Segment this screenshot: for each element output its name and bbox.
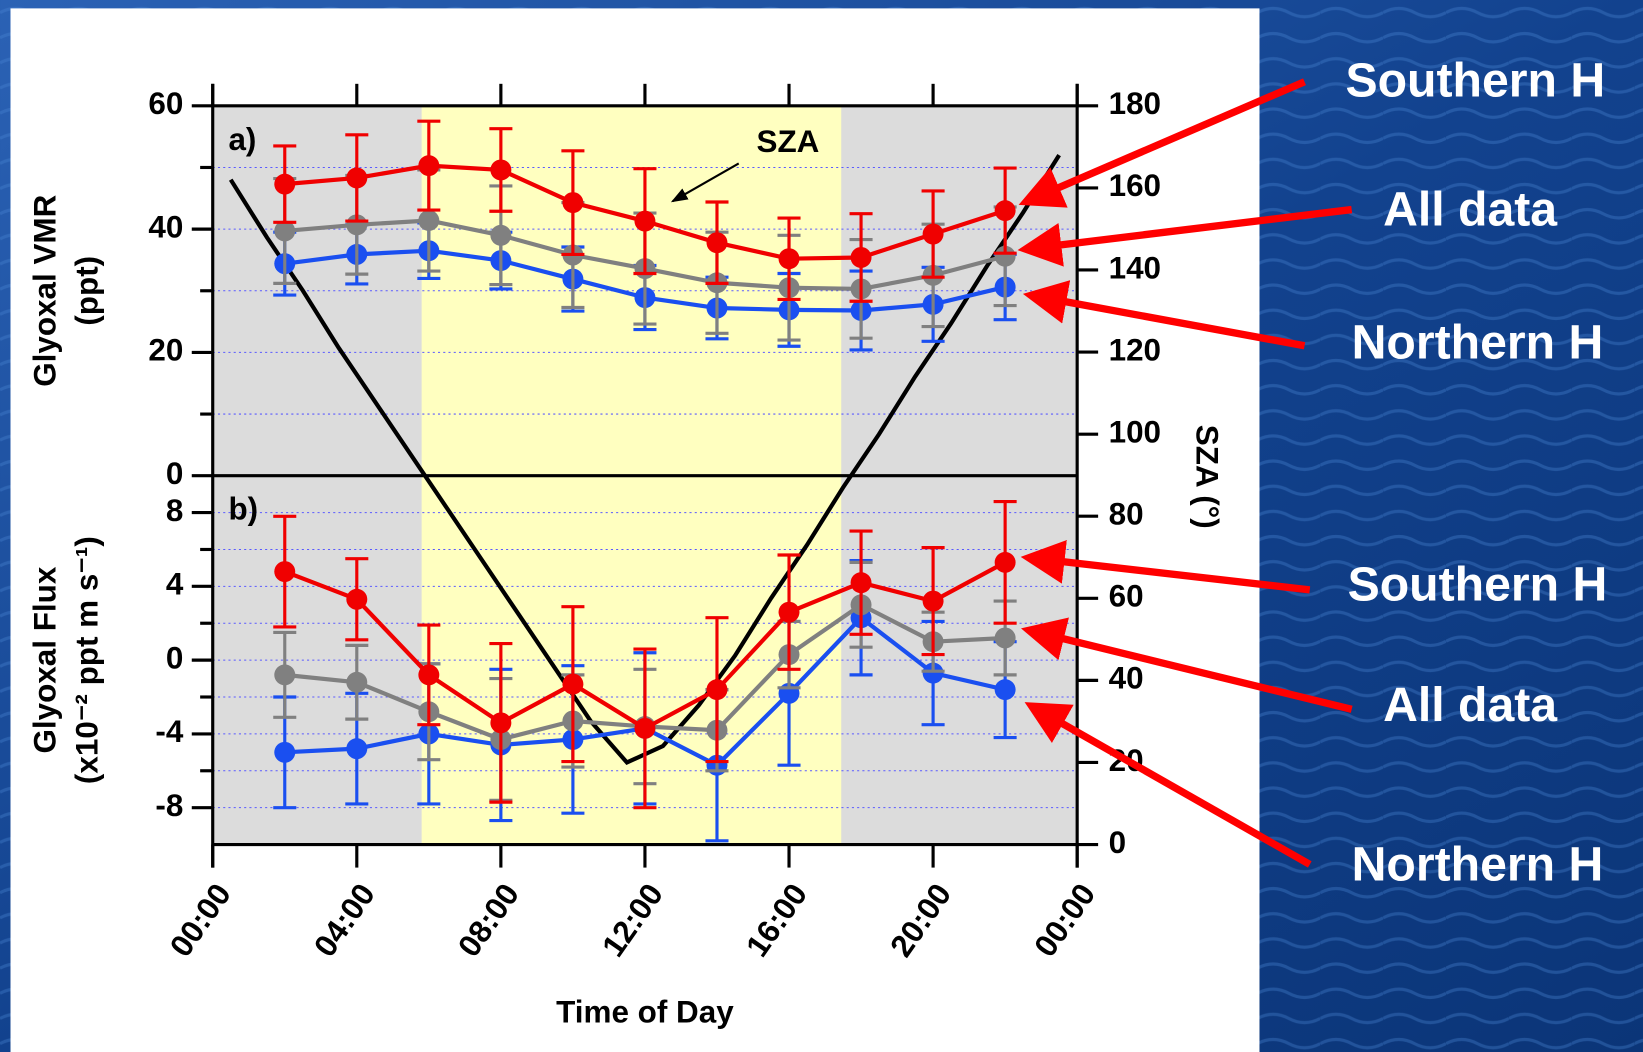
data-point: [274, 561, 296, 583]
data-point: [634, 717, 656, 739]
y-tick-label: 40: [148, 209, 183, 244]
annotation-arrow: [1022, 280, 1306, 350]
annotation: Northern H: [1352, 316, 1604, 370]
data-point: [634, 210, 656, 232]
annotation: All data: [1383, 678, 1558, 732]
data-point: [994, 200, 1016, 222]
y-axis-label: (x10⁻² ppt m s⁻¹): [69, 536, 104, 784]
data-point: [994, 627, 1016, 649]
data-point: [274, 664, 296, 686]
y2-tick-label: 60: [1109, 579, 1144, 614]
data-point: [994, 679, 1016, 701]
data-point: [490, 159, 512, 181]
data-point: [922, 223, 944, 245]
annotation-arrow: [1021, 617, 1353, 713]
annotation-arrow: [1018, 78, 1306, 208]
annotation: All data: [1383, 182, 1558, 236]
y-tick-label: -8: [155, 788, 183, 823]
y-tick-label: 60: [148, 86, 183, 121]
annotation: Southern H: [1345, 54, 1605, 108]
data-point: [922, 590, 944, 612]
data-point: [706, 232, 728, 254]
data-point: [490, 712, 512, 734]
y-tick-label: 8: [166, 493, 183, 528]
annotation-arrow: [1020, 539, 1311, 594]
daylight-shade: [421, 105, 842, 476]
data-point: [562, 192, 584, 214]
data-point: [346, 167, 368, 189]
data-point: [274, 741, 296, 763]
data-point: [850, 572, 872, 594]
data-point: [922, 662, 944, 684]
y2-axis-label: SZA (°): [1190, 425, 1225, 529]
y-tick-label: 0: [166, 456, 183, 491]
data-point: [418, 155, 440, 177]
y2-tick-label: 180: [1109, 86, 1161, 121]
y2-tick-label: 160: [1109, 168, 1161, 203]
sza-annotation: SZA: [757, 124, 820, 159]
data-point: [778, 601, 800, 623]
y2-tick-label: 0: [1109, 825, 1126, 860]
y2-tick-label: 140: [1109, 250, 1161, 285]
data-point: [994, 551, 1016, 573]
annotation: Northern H: [1352, 837, 1604, 891]
y2-tick-label: 100: [1109, 414, 1161, 449]
data-point: [346, 588, 368, 610]
y-tick-label: -4: [155, 714, 183, 749]
y-tick-label: 0: [166, 640, 183, 675]
y-axis-label: Glyoxal VMR: [27, 194, 62, 386]
y-tick-label: 20: [148, 333, 183, 368]
data-point: [274, 173, 296, 195]
annotation-arrow: [1024, 702, 1312, 868]
y-tick-label: 4: [166, 567, 184, 602]
data-point: [418, 210, 440, 231]
y-axis-label: (ppt): [69, 256, 104, 326]
data-point: [994, 245, 1016, 267]
sza-arrow: [670, 162, 740, 203]
data-point: [778, 248, 800, 270]
x-axis-label: Time of Day: [556, 995, 734, 1030]
data-point: [346, 738, 368, 760]
data-point: [274, 220, 296, 242]
data-point: [562, 673, 584, 695]
y-axis-label: Glyoxal Flux: [27, 566, 62, 753]
y2-tick-label: 40: [1109, 661, 1144, 696]
y2-tick-label: 120: [1109, 332, 1161, 367]
data-point: [346, 671, 368, 693]
y2-tick-label: 80: [1109, 497, 1144, 532]
data-point: [490, 224, 512, 246]
panel-label: b): [228, 492, 258, 527]
annotation-arrow: [1017, 205, 1353, 267]
daylight-shade: [421, 475, 842, 845]
data-point: [850, 246, 872, 268]
panel-label: a): [228, 122, 256, 157]
data-point: [706, 679, 728, 701]
annotation: Southern H: [1348, 558, 1608, 612]
data-point: [418, 664, 440, 686]
